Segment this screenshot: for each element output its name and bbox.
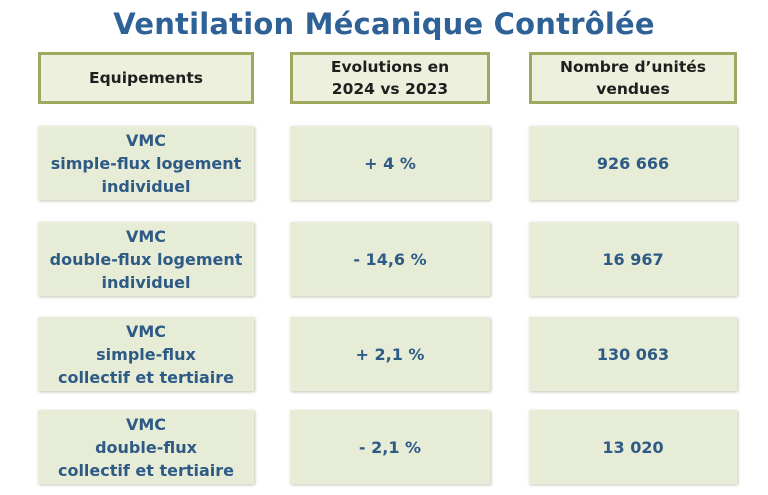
row-3-unites: 130 063	[529, 317, 737, 391]
row-4-evolution: - 2,1 %	[290, 410, 490, 484]
row-4-unites: 13 020	[529, 410, 737, 484]
page-title: Ventilation Mécanique Contrôlée	[113, 7, 655, 41]
header-unites-vendues: Nombre d’unités vendues	[529, 52, 737, 104]
row-1-equipement: VMC simple-flux logement individuel	[38, 126, 254, 200]
row-3-equipement: VMC simple-flux collectif et tertiaire	[38, 317, 254, 391]
row-3-evolution: + 2,1 %	[290, 317, 490, 391]
row-4-equipement: VMC double-flux collectif et tertiaire	[38, 410, 254, 484]
row-1-unites: 926 666	[529, 126, 737, 200]
row-1-evolution: + 4 %	[290, 126, 490, 200]
row-2-equipement: VMC double-flux logement individuel	[38, 222, 254, 296]
header-evolutions: Evolutions en 2024 vs 2023	[290, 52, 490, 104]
row-2-evolution: - 14,6 %	[290, 222, 490, 296]
row-2-unites: 16 967	[529, 222, 737, 296]
header-equipements: Equipements	[38, 52, 254, 104]
